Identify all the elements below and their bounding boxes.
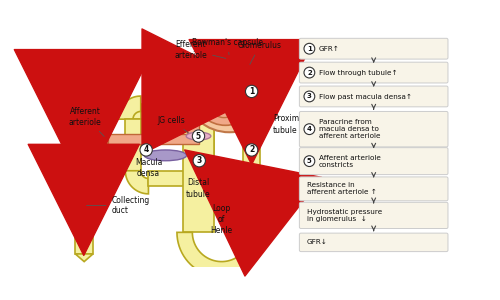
Circle shape (304, 43, 315, 54)
Text: Proximal
tubule: Proximal tubule (273, 115, 306, 135)
Text: Resistance in
afferent arteriole ↑: Resistance in afferent arteriole ↑ (307, 182, 377, 196)
Text: Bowman's capsule: Bowman's capsule (192, 38, 264, 55)
Text: 3: 3 (196, 156, 202, 165)
Text: 3: 3 (307, 93, 312, 99)
Polygon shape (126, 119, 141, 171)
Ellipse shape (187, 55, 272, 132)
Text: Paracrine from
macula densa to
afferent arteriole: Paracrine from macula densa to afferent … (318, 119, 380, 140)
FancyBboxPatch shape (300, 38, 448, 59)
Circle shape (246, 85, 258, 98)
Polygon shape (243, 78, 280, 94)
Ellipse shape (186, 132, 211, 140)
Text: Glomerulus: Glomerulus (238, 41, 282, 64)
Polygon shape (126, 171, 148, 194)
Polygon shape (98, 134, 108, 144)
Polygon shape (183, 121, 214, 232)
Polygon shape (177, 232, 266, 277)
Polygon shape (198, 171, 222, 194)
Text: Flow through tubule↑: Flow through tubule↑ (318, 70, 397, 76)
FancyBboxPatch shape (300, 177, 448, 201)
FancyBboxPatch shape (300, 62, 448, 83)
Text: GFR↓: GFR↓ (307, 239, 328, 245)
Text: Efferent
arteriole: Efferent arteriole (174, 40, 226, 60)
Ellipse shape (222, 88, 244, 107)
Circle shape (193, 154, 205, 167)
FancyBboxPatch shape (300, 86, 448, 107)
Polygon shape (148, 171, 198, 186)
Text: 4: 4 (307, 126, 312, 132)
Text: JG cells: JG cells (158, 116, 188, 133)
Text: GFR↑: GFR↑ (318, 46, 340, 52)
Text: Hydrostatic pressure
in glomerulus  ↓: Hydrostatic pressure in glomerulus ↓ (307, 209, 382, 222)
Polygon shape (187, 113, 198, 134)
FancyBboxPatch shape (300, 148, 448, 175)
Ellipse shape (213, 102, 234, 118)
Polygon shape (118, 96, 141, 119)
Circle shape (192, 130, 204, 142)
Circle shape (246, 144, 258, 156)
FancyBboxPatch shape (300, 202, 448, 229)
Text: 5: 5 (196, 132, 201, 141)
Ellipse shape (196, 70, 256, 125)
Polygon shape (106, 134, 198, 144)
Circle shape (304, 124, 315, 135)
Polygon shape (224, 58, 234, 88)
Circle shape (304, 91, 315, 102)
Polygon shape (198, 121, 214, 171)
FancyBboxPatch shape (300, 112, 448, 147)
Text: Afferent arteriole
constricts: Afferent arteriole constricts (318, 154, 380, 168)
Polygon shape (93, 104, 141, 119)
Circle shape (304, 67, 315, 78)
Text: 2: 2 (249, 146, 254, 154)
Circle shape (304, 156, 315, 167)
Text: 1: 1 (307, 46, 312, 52)
Polygon shape (243, 70, 266, 94)
Text: Distal
tubule: Distal tubule (186, 178, 211, 199)
FancyBboxPatch shape (300, 233, 448, 252)
Ellipse shape (204, 88, 229, 108)
Text: 5: 5 (307, 158, 312, 164)
Polygon shape (243, 94, 260, 232)
Text: 1: 1 (249, 87, 254, 96)
Ellipse shape (144, 150, 186, 161)
Text: Loop
of
Henle: Loop of Henle (210, 204, 233, 235)
Text: Afferent
arteriole: Afferent arteriole (69, 107, 104, 136)
Circle shape (140, 144, 152, 156)
Polygon shape (76, 73, 93, 254)
Text: Flow past macula densa↑: Flow past macula densa↑ (318, 93, 412, 100)
Text: Collecting
duct: Collecting duct (86, 196, 150, 215)
Text: 2: 2 (307, 70, 312, 76)
Text: Macula
densa: Macula densa (135, 158, 162, 178)
Polygon shape (76, 254, 93, 262)
Text: 4: 4 (144, 146, 149, 154)
